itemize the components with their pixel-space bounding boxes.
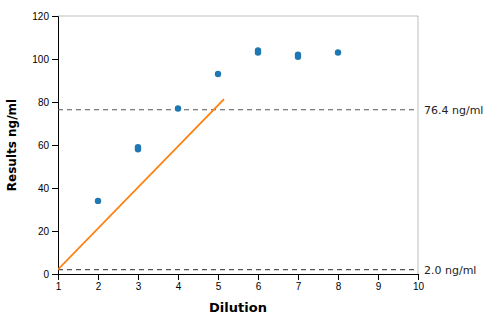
tick-mark	[52, 145, 58, 146]
tick-label: 60	[38, 140, 50, 151]
tick: 60	[38, 140, 58, 151]
tick-mark	[138, 274, 139, 280]
tick-mark	[298, 274, 299, 280]
tick-label: 1	[56, 281, 62, 292]
tick: 6	[256, 274, 262, 292]
tick: 2	[96, 274, 102, 292]
tick-mark	[52, 59, 58, 60]
tick-mark	[98, 274, 99, 280]
scatter-point	[215, 71, 221, 77]
scatter-point	[135, 144, 141, 150]
tick: 3	[136, 274, 142, 292]
frame	[58, 16, 418, 17]
tick-mark	[338, 274, 339, 280]
tick-mark	[418, 274, 419, 280]
tick: 10	[413, 274, 425, 292]
tick-label: 9	[376, 281, 382, 292]
tick-label: 40	[38, 183, 50, 194]
tick-label: 7	[296, 281, 302, 292]
tick: 1	[56, 274, 62, 292]
tick-label: 120	[32, 11, 49, 22]
tick-label: 80	[38, 97, 50, 108]
tick-mark	[258, 274, 259, 280]
tick: 7	[296, 274, 302, 292]
x-axis-title: Dilution	[209, 300, 267, 315]
tick-mark	[52, 102, 58, 103]
tick: 80	[38, 97, 58, 108]
tick-mark	[52, 16, 58, 17]
annotation: 76.4 ng/ml	[424, 104, 483, 117]
tick-label: 100	[32, 54, 49, 65]
scatter-point	[95, 198, 101, 204]
y-axis-title: Results ng/ml	[5, 99, 19, 191]
axis-line	[52, 17, 59, 275]
marks	[58, 47, 418, 270]
tick-label: 6	[256, 281, 262, 292]
tick: 4	[176, 274, 182, 292]
tick: 5	[216, 274, 222, 292]
frame	[418, 16, 419, 274]
tick-label: 10	[413, 281, 425, 292]
reference-line	[58, 109, 418, 110]
reference-line	[58, 269, 418, 270]
chart: 1234567891002040608010012076.4 ng/ml2.0 …	[0, 0, 500, 320]
tick-mark	[218, 274, 219, 280]
tick-label: 20	[38, 226, 50, 237]
scatter-point	[255, 47, 261, 53]
tick-label: 8	[336, 281, 342, 292]
tick: 0	[43, 269, 58, 280]
y-axis: 0 20 40 60 80 100 120	[32, 11, 58, 280]
tick-label: 0	[43, 269, 49, 280]
annotation: 2.0 ng/ml	[424, 264, 476, 277]
tick: 100	[32, 54, 58, 65]
model-line	[58, 99, 224, 269]
tick-mark	[52, 274, 58, 275]
tick-label: 4	[176, 281, 182, 292]
tick-label: 3	[136, 281, 142, 292]
scatter-point	[335, 49, 341, 55]
tick-mark	[178, 274, 179, 280]
scatter-point	[295, 52, 301, 58]
tick: 40	[38, 183, 58, 194]
tick: 8	[336, 274, 342, 292]
tick-mark	[52, 188, 58, 189]
tick-mark	[52, 231, 58, 232]
plot: 1234567891002040608010012076.4 ng/ml2.0 …	[32, 11, 483, 292]
tick: 120	[32, 11, 58, 22]
tick-mark	[378, 274, 379, 280]
tick-label: 5	[216, 281, 222, 292]
tick-label: 2	[96, 281, 102, 292]
tick: 20	[38, 226, 58, 237]
scatter-point	[175, 105, 181, 111]
x-axis: 1 2 3 4 5 6 7 8 9 10	[56, 274, 425, 292]
axis-line	[59, 275, 419, 281]
tick: 9	[376, 274, 382, 292]
